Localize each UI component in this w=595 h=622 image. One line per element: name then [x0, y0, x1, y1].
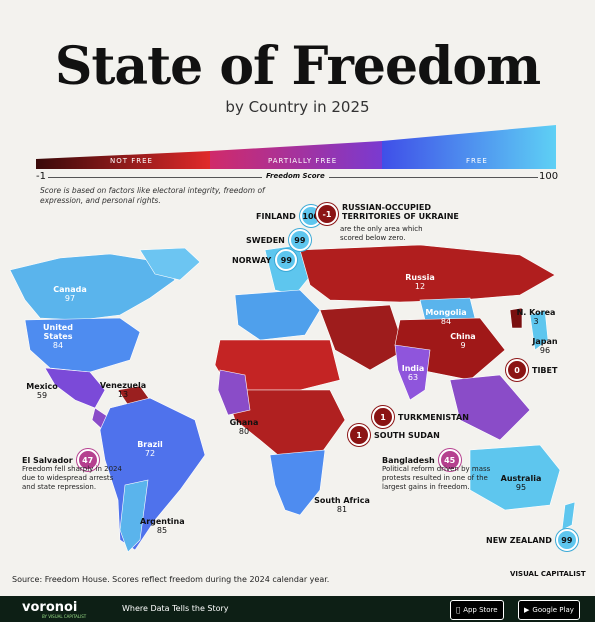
- callout-finland: FINLAND 100: [256, 205, 322, 227]
- country-label-mongolia: Mongolia 84: [425, 308, 467, 326]
- segment-not-free: NOT FREE: [110, 157, 153, 165]
- country-label-japan: Japan 96: [532, 337, 558, 355]
- tagline: Where Data Tells the Story: [122, 604, 229, 613]
- region-australia: [469, 444, 561, 511]
- callout-ukraine-desc: are the only area which scored below zer…: [340, 225, 423, 242]
- country-label-india: India 63: [401, 364, 425, 382]
- region-west-africa-partial: [217, 369, 251, 416]
- country-label-argentina: Argentina 85: [140, 517, 185, 535]
- region-argentina: [119, 479, 149, 553]
- scale-title: Freedom Score: [262, 172, 329, 180]
- voronoi-sub: BY VISUAL CAPITALIST: [42, 614, 87, 619]
- callout-tibet: 0 TIBET: [506, 359, 557, 381]
- play-icon: ▶: [524, 606, 530, 614]
- voronoi-logo[interactable]: voronoi: [22, 600, 78, 615]
- region-russia: [299, 244, 556, 303]
- region-europe: [234, 289, 321, 341]
- country-label-canada: Canada 97: [53, 285, 87, 303]
- callout-ukraine: -1 RUSSIAN-OCCUPIED TERRITORIES OF UKRAI…: [316, 203, 472, 225]
- scale-max: 100: [539, 171, 559, 182]
- google-play-button[interactable]: ▶ Google Play: [518, 600, 580, 620]
- callout-bangladesh: Bangladesh 45: [382, 449, 461, 471]
- callout-el-salvador-desc: Freedom fell sharply in 2024 due to wide…: [22, 465, 122, 491]
- region-southeast-asia: [449, 374, 531, 441]
- region-korea: [509, 307, 523, 329]
- methodology-note: Score is based on factors like electoral…: [40, 186, 265, 205]
- freedom-scale-bar: [36, 125, 556, 169]
- callout-south-sudan: 1 SOUTH SUDAN: [348, 424, 440, 446]
- visual-capitalist-logo: VISUAL CAPITALIST: [510, 570, 586, 578]
- country-label-australia: Australia 95: [500, 474, 542, 492]
- app-store-button[interactable]: App Store: [450, 600, 504, 620]
- page-subtitle: by Country in 2025: [225, 98, 370, 116]
- country-label-south-africa: South Africa 81: [314, 496, 370, 514]
- region-southern-africa: [269, 449, 326, 516]
- region-greenland: [139, 247, 201, 281]
- region-canada: [9, 253, 176, 321]
- callout-turkmenistan: 1 TURKMENISTAN: [372, 406, 469, 428]
- segment-partially-free: PARTIALLY FREE: [268, 157, 338, 165]
- source-note: Source: Freedom House. Scores reflect fr…: [12, 575, 330, 584]
- country-label-mexico: Mexico 59: [26, 382, 58, 400]
- scale-min: -1: [36, 171, 46, 182]
- country-label-n-korea: N. Korea 3: [516, 308, 556, 326]
- callout-sweden: SWEDEN 99: [246, 229, 311, 251]
- callout-bangladesh-desc: Political reform driven by mass protests…: [382, 465, 491, 491]
- region-middle-east: [319, 304, 406, 371]
- callout-new-zealand: NEW ZEALAND 99: [486, 529, 578, 551]
- region-india: [394, 344, 431, 401]
- region-new-zealand: [561, 501, 576, 531]
- world-map: [9, 244, 576, 553]
- country-label-russia: Russia 12: [405, 273, 435, 291]
- country-label-china: China 9: [450, 332, 476, 350]
- region-usa: [24, 317, 141, 373]
- country-label-ghana: Ghana 80: [229, 418, 259, 436]
- country-label-venezuela: Venezuela 13: [99, 381, 147, 399]
- region-japan: [529, 309, 549, 351]
- callout-norway: NORWAY 99: [232, 249, 298, 271]
- country-label-united-states: United States 84: [43, 323, 73, 350]
- apple-icon: : [456, 606, 460, 614]
- footer-bar: [0, 596, 595, 622]
- country-label-brazil: Brazil 72: [137, 440, 163, 458]
- page-title: State of Freedom: [54, 36, 541, 97]
- callout-el-salvador: El Salvador 47: [22, 449, 99, 471]
- segment-free: FREE: [466, 157, 488, 165]
